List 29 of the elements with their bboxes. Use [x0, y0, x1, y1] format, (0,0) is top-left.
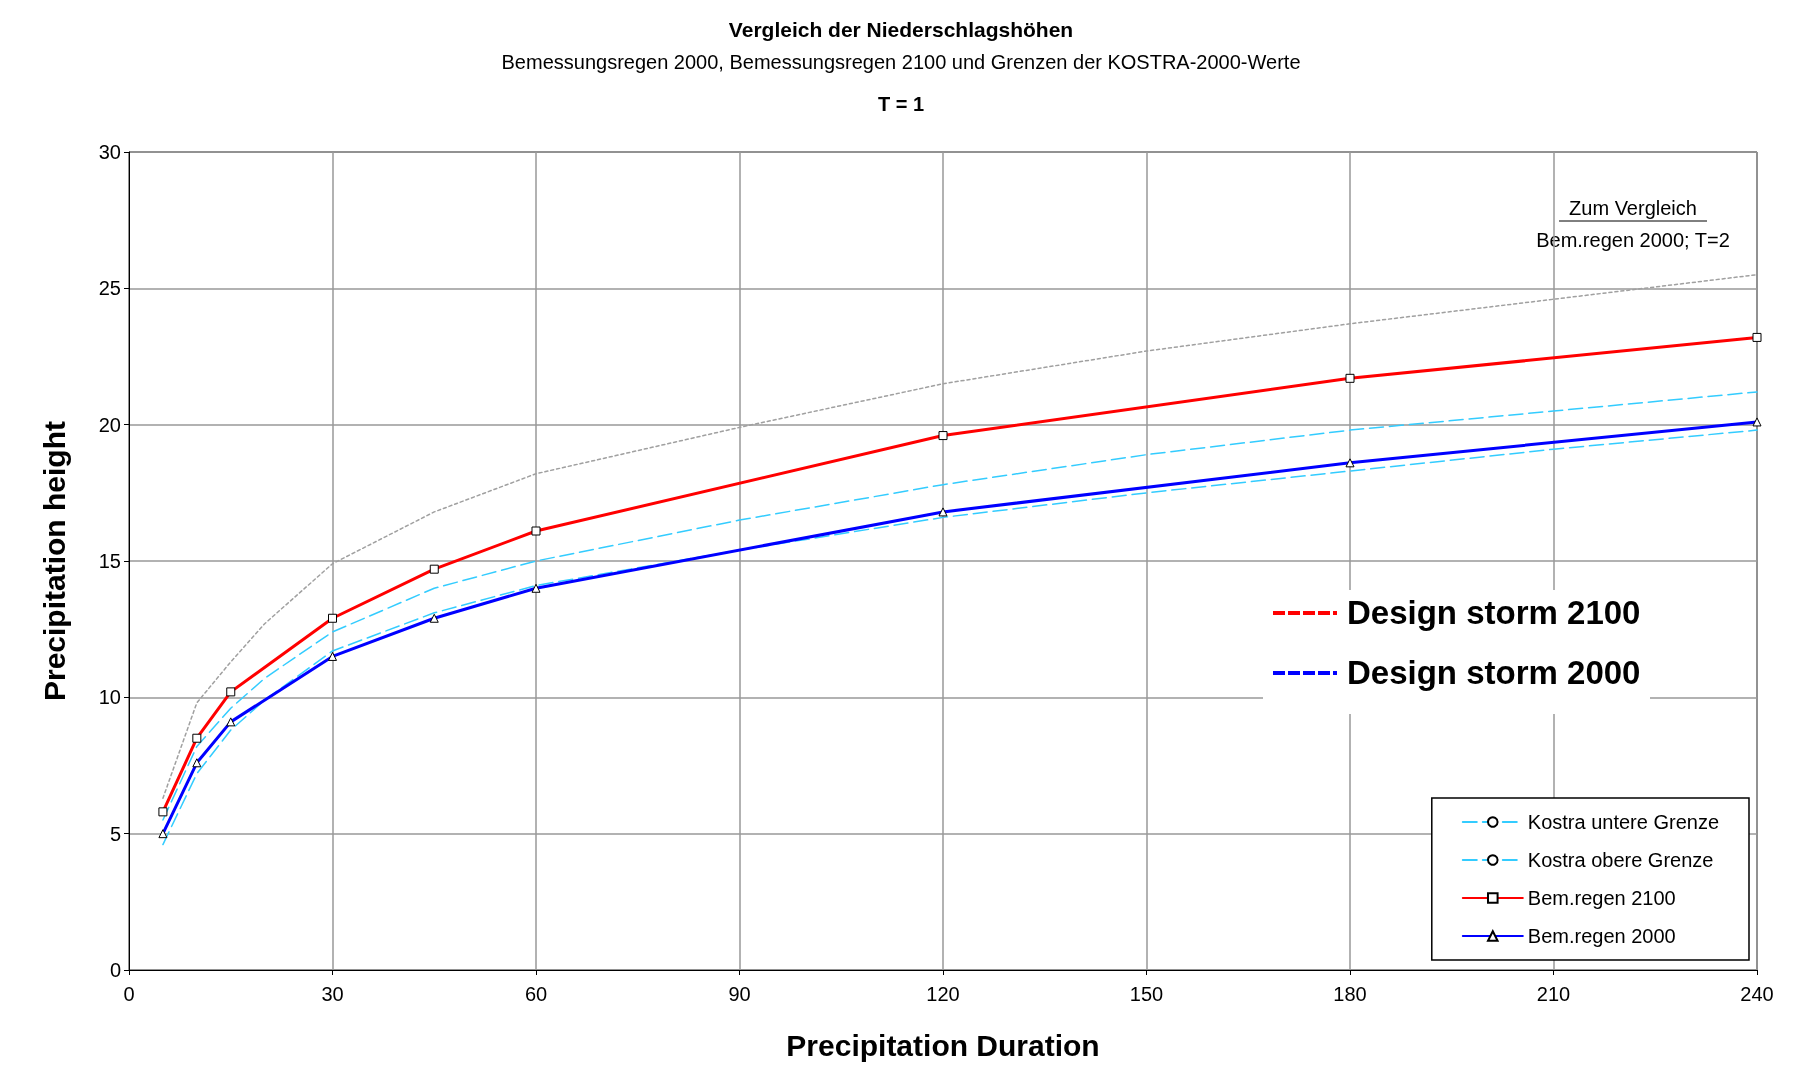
y-tick-label: 15 — [98, 550, 121, 572]
annotation: Design storm 2100 — [1347, 594, 1641, 632]
x-tick-label: 120 — [926, 983, 960, 1005]
x-tick-label: 90 — [728, 983, 751, 1005]
y-tick-label: 20 — [98, 413, 121, 436]
y-tick-label: 0 — [109, 959, 121, 981]
legend-label: Kostra untere Grenze — [1527, 811, 1720, 833]
x-tick-label: 60 — [524, 983, 548, 1005]
annotation: Design storm 2000 — [1347, 654, 1641, 692]
x-tick-label: 30 — [321, 983, 344, 1005]
legend-label: Kostra obere Grenze — [1527, 849, 1714, 871]
x-axis-title: Precipitation Duration — [786, 1028, 1100, 1062]
x-tick-label: 150 — [1129, 983, 1164, 1005]
x-tick-label: 180 — [1333, 983, 1367, 1005]
y-tick-label: 10 — [98, 686, 121, 709]
annotation: Bem.regen 2000; T=2 — [1536, 229, 1730, 251]
chart-subtitle: Bemessungsregen 2000, Bemessungsregen 2100 und Grenzen der KOSTRA-2000-Werte — [501, 51, 1301, 73]
annotation: Zum Vergleich — [1569, 197, 1697, 219]
y-axis-title: Precipitation height — [37, 420, 71, 702]
x-tick-label: 240 — [1740, 983, 1774, 1005]
text: T = 1 — [877, 93, 925, 115]
chart-title: Vergleich der Niederschlagshöhen — [728, 18, 1074, 41]
y-tick-label: 5 — [109, 822, 121, 845]
x-tick-label: 0 — [123, 983, 135, 1005]
y-tick-label: 25 — [98, 277, 121, 300]
x-tick-label: 210 — [1536, 983, 1571, 1005]
y-tick-label: 30 — [98, 141, 121, 163]
legend-label: Bem.regen 2100 — [1527, 887, 1676, 909]
legend-label: Bem.regen 2000 — [1527, 925, 1676, 947]
